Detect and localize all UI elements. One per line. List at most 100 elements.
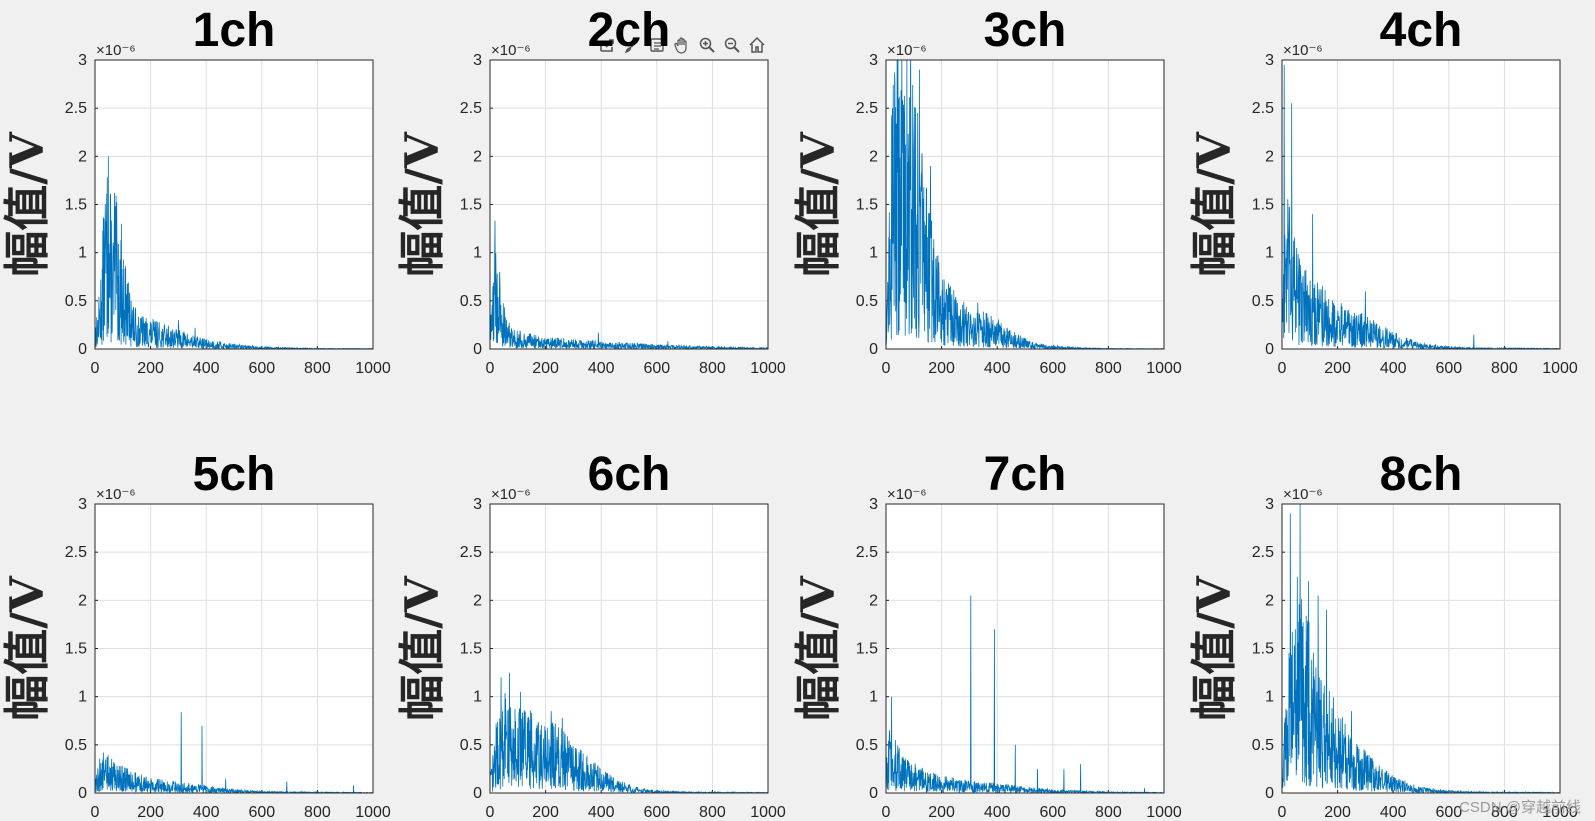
y-tick-label: 1.5 [856, 641, 878, 658]
x-tick-label: 200 [137, 360, 164, 377]
x-tick-label: 0 [882, 804, 891, 821]
y-tick-label: 2.5 [460, 100, 482, 117]
figure-toolbar [596, 34, 768, 56]
subplot-5ch: 0 200 400 600 800 1000 0 0.5 1 1.5 2 2.5 3 ×10⁻⁶ 5ch 幅值… [0, 448, 391, 821]
y-axis-label: 幅值/V [0, 575, 54, 721]
series-line [490, 220, 768, 349]
subplot-8ch: 0 200 400 600 800 1000 0 0.5 1 1.5 2 2.5 3 ×10⁻⁶ 8ch 幅值… [1187, 448, 1578, 821]
y-tick-label: 2 [1265, 148, 1274, 165]
axes-box [885, 59, 1165, 350]
x-tick-label: 1000 [1542, 804, 1578, 821]
y-tick-label: 2.5 [856, 100, 878, 117]
y-tick-label: 1.5 [460, 641, 482, 658]
x-tick-label: 400 [1380, 360, 1407, 377]
subplot-title: 8ch [1380, 448, 1463, 501]
x-tick-label: 200 [1324, 804, 1351, 821]
subplot-2ch: 0 200 400 600 800 1000 0 0.5 1 1.5 2 2.5 3 ×10⁻⁶ 2ch 幅值… [395, 4, 786, 377]
y-tick-label: 1 [869, 245, 878, 262]
export-icon[interactable] [596, 34, 618, 56]
x-tick-label: 600 [1039, 360, 1066, 377]
y-tick-label: 0 [1265, 785, 1274, 802]
y-tick-label: 2 [1265, 592, 1274, 609]
subplot-3ch: 0 200 400 600 800 1000 0 0.5 1 1.5 2 2.5 3 ×10⁻⁶ 3ch 幅值… [791, 4, 1182, 377]
x-tick-label: 200 [1324, 360, 1351, 377]
x-tick-label: 200 [532, 360, 559, 377]
y-tick-label: 1 [1265, 245, 1274, 262]
home-icon[interactable] [746, 34, 768, 56]
x-tick-label: 200 [137, 804, 164, 821]
y-tick-label: 0.5 [856, 737, 878, 754]
y-tick-label: 3 [78, 496, 87, 513]
x-tick-label: 600 [1435, 804, 1462, 821]
y-tick-label: 3 [869, 496, 878, 513]
x-tick-label: 0 [486, 804, 495, 821]
y-axis-label: 幅值/V [791, 575, 845, 721]
x-tick-label: 400 [588, 804, 615, 821]
y-tick-label: 1.5 [460, 197, 482, 214]
y-tick-label: 2 [869, 148, 878, 165]
y-tick-label: 2 [78, 148, 87, 165]
x-tick-label: 1000 [1542, 360, 1578, 377]
y-tick-label: 1 [869, 689, 878, 706]
zoom-out-icon[interactable] [721, 34, 743, 56]
y-axis-label: 幅值/V [395, 575, 449, 721]
x-tick-label: 1000 [355, 804, 391, 821]
y-tick-label: 0.5 [1252, 737, 1274, 754]
y-tick-label: 2.5 [65, 544, 87, 561]
x-tick-label: 800 [304, 804, 331, 821]
subplot-6ch: 0 200 400 600 800 1000 0 0.5 1 1.5 2 2.5 3 ×10⁻⁶ 6ch 幅值… [395, 448, 786, 821]
x-tick-label: 600 [1435, 360, 1462, 377]
axes-box [1281, 503, 1561, 794]
y-tick-label: 1 [78, 245, 87, 262]
y-axis-label: 幅值/V [791, 131, 845, 277]
subplot-title: 7ch [984, 448, 1067, 501]
x-tick-label: 0 [1278, 804, 1287, 821]
y-tick-label: 1.5 [856, 197, 878, 214]
subplot-1ch: 0 200 400 600 800 1000 0 0.5 1 1.5 2 2.5 3 ×10⁻⁶ 1ch 幅值… [0, 4, 391, 377]
y-tick-label: 0 [473, 341, 482, 358]
subplot-title: 4ch [1380, 4, 1463, 57]
subplot-4ch: 0 200 400 600 800 1000 0 0.5 1 1.5 2 2.5 3 ×10⁻⁶ 4ch 幅值… [1187, 4, 1578, 377]
subplot-title: 2ch [588, 4, 671, 57]
x-tick-label: 0 [882, 360, 891, 377]
x-tick-label: 400 [984, 360, 1011, 377]
subplot-title: 5ch [193, 448, 276, 501]
subplot-title: 1ch [193, 4, 276, 57]
y-tick-label: 3 [869, 52, 878, 69]
y-tick-label: 3 [473, 52, 482, 69]
subplot-7ch: 0 200 400 600 800 1000 0 0.5 1 1.5 2 2.5 3 ×10⁻⁶ 7ch 幅值… [791, 448, 1182, 821]
brush-icon[interactable] [621, 34, 643, 56]
legend-icon[interactable] [646, 34, 668, 56]
y-exponent-label: ×10⁻⁶ [887, 42, 927, 59]
axes-box [489, 503, 769, 794]
x-tick-label: 1000 [1146, 360, 1182, 377]
y-tick-label: 0.5 [460, 293, 482, 310]
watermark-text: CSDN @穿越前线 [1459, 799, 1581, 816]
x-tick-label: 600 [248, 360, 275, 377]
subplot-title: 6ch [588, 448, 671, 501]
y-exponent-label: ×10⁻⁶ [1283, 42, 1323, 59]
y-tick-label: 2.5 [65, 100, 87, 117]
x-tick-label: 600 [1039, 804, 1066, 821]
y-tick-label: 3 [78, 52, 87, 69]
y-tick-label: 0.5 [856, 293, 878, 310]
y-tick-label: 0.5 [65, 293, 87, 310]
y-exponent-label: ×10⁻⁶ [491, 486, 531, 503]
axes-box [489, 59, 769, 350]
y-tick-label: 2.5 [1252, 100, 1274, 117]
zoom-in-icon[interactable] [696, 34, 718, 56]
series-line [1282, 64, 1560, 349]
x-tick-label: 0 [1278, 360, 1287, 377]
y-tick-label: 3 [473, 496, 482, 513]
x-tick-label: 400 [588, 360, 615, 377]
x-tick-label: 1000 [750, 360, 786, 377]
y-tick-label: 2.5 [460, 544, 482, 561]
y-tick-label: 2 [869, 592, 878, 609]
x-tick-label: 1000 [1146, 804, 1182, 821]
x-tick-label: 0 [486, 360, 495, 377]
x-tick-label: 800 [1095, 804, 1122, 821]
pan-icon[interactable] [671, 34, 693, 56]
axes-box [94, 503, 374, 794]
axes-box [1281, 59, 1561, 350]
y-tick-label: 0 [869, 341, 878, 358]
